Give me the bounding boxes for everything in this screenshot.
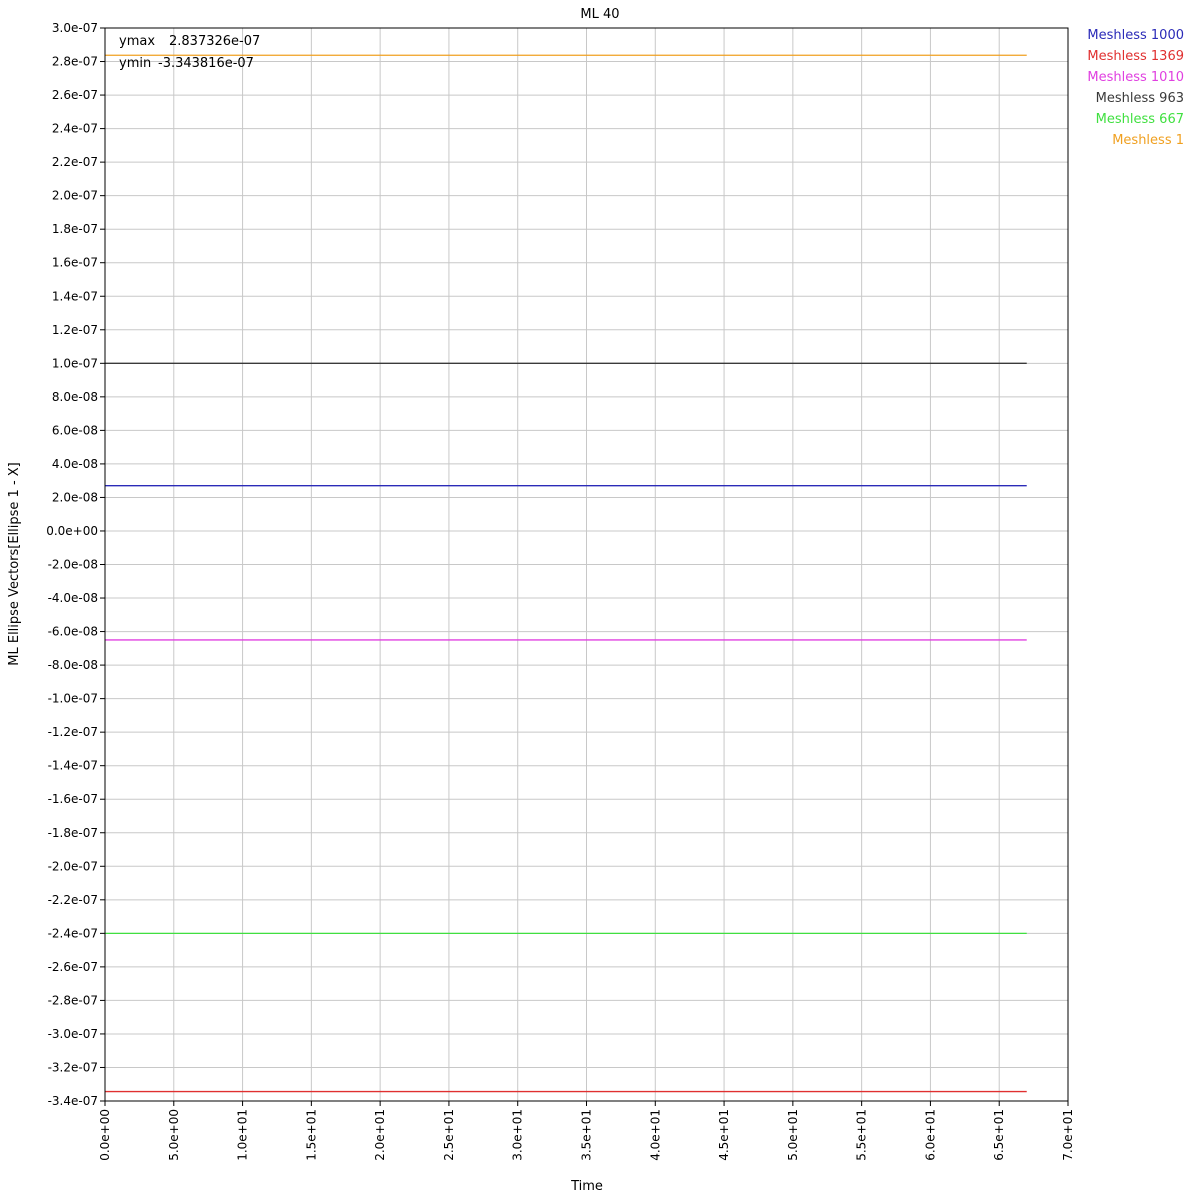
y-tick-label: -2.0e-07 [48, 859, 98, 873]
y-tick-label: 2.8e-07 [52, 55, 98, 69]
legend-entry: Meshless 1010 [1087, 70, 1184, 85]
grid [104, 27, 1069, 1102]
y-tick-label: 8.0e-08 [52, 390, 98, 404]
legend-entry: Meshless 1 [1112, 133, 1184, 148]
x-tick-label: 2.0e+01 [373, 1109, 387, 1161]
x-tick-label: 3.5e+01 [580, 1109, 594, 1161]
y-tick-label: 2.4e-07 [52, 122, 98, 136]
y-tick-label: 4.0e-08 [52, 457, 98, 471]
x-axis-ticks: 0.0e+00 5.0e+00 1.0e+01 1.5e+01 2.0e+01 2.5e+… [98, 1101, 1075, 1161]
y-tick-label: -6.0e-08 [48, 625, 98, 639]
y-tick-label: -2.2e-07 [48, 893, 98, 907]
y-tick-label: 1.2e-07 [52, 323, 98, 337]
y-tick-label: 0.0e+00 [46, 524, 98, 538]
x-tick-label: 1.0e+01 [236, 1109, 250, 1161]
y-axis-ticks: 3.0e-07 2.8e-07 2.6e-07 2.4e-07 2.2e-07 2.0e-… [46, 21, 105, 1108]
x-tick-label: 4.0e+01 [648, 1109, 662, 1161]
y-tick-label: -3.0e-07 [48, 1027, 98, 1041]
y-tick-label: 1.6e-07 [52, 256, 98, 270]
y-tick-label: -8.0e-08 [48, 658, 98, 672]
x-axis-label: Time [570, 1179, 603, 1194]
x-tick-label: 7.0e+01 [1061, 1109, 1075, 1161]
y-tick-label: -2.8e-07 [48, 993, 98, 1007]
y-tick-label: -3.2e-07 [48, 1060, 98, 1074]
legend-entry: Meshless 1000 [1087, 28, 1184, 43]
ymax-value: 2.837326e-07 [169, 34, 260, 49]
y-tick-label: 1.4e-07 [52, 289, 98, 303]
y-tick-label: 2.0e-08 [52, 490, 98, 504]
y-tick-label: -1.0e-07 [48, 692, 98, 706]
x-tick-label: 1.5e+01 [304, 1109, 318, 1161]
x-tick-label: 5.0e+01 [786, 1109, 800, 1161]
legend-entry: Meshless 667 [1096, 112, 1184, 127]
y-tick-label: -1.2e-07 [48, 725, 98, 739]
x-tick-label: 2.5e+01 [442, 1109, 456, 1161]
legend-entry: Meshless 1369 [1087, 49, 1184, 64]
y-tick-label: 3.0e-07 [52, 21, 98, 35]
ymin-label: ymin [119, 56, 151, 71]
x-tick-label: 5.5e+01 [855, 1109, 869, 1161]
x-tick-label: 5.0e+00 [167, 1109, 181, 1161]
y-tick-label: -1.6e-07 [48, 792, 98, 806]
y-axis-label: ML Ellipse Vectors[Ellipse 1 - X] [7, 462, 22, 665]
ymax-label: ymax [119, 34, 155, 49]
x-tick-label: 6.5e+01 [992, 1109, 1006, 1161]
y-tick-label: -3.4e-07 [48, 1094, 98, 1108]
y-tick-label: 1.8e-07 [52, 222, 98, 236]
series-lines [105, 54, 1027, 1093]
y-tick-label: 2.2e-07 [52, 155, 98, 169]
y-tick-label: -4.0e-08 [48, 591, 98, 605]
ymin-value: -3.343816e-07 [158, 56, 254, 71]
y-tick-label: 6.0e-08 [52, 423, 98, 437]
legend: Meshless 1000 Meshless 1369 Meshless 1010 M… [1087, 28, 1184, 148]
x-tick-label: 3.0e+01 [511, 1109, 525, 1161]
y-tick-label: 2.0e-07 [52, 189, 98, 203]
y-tick-label: -2.6e-07 [48, 960, 98, 974]
x-tick-label: 0.0e+00 [98, 1109, 112, 1161]
y-tick-label: 1.0e-07 [52, 356, 98, 370]
x-tick-label: 6.0e+01 [923, 1109, 937, 1161]
y-tick-label: -1.8e-07 [48, 826, 98, 840]
legend-entry: Meshless 963 [1096, 91, 1184, 106]
y-tick-label: -2.4e-07 [48, 926, 98, 940]
chart-title: ML 40 [580, 7, 619, 22]
x-tick-label: 4.5e+01 [717, 1109, 731, 1161]
y-tick-label: -1.4e-07 [48, 759, 98, 773]
y-tick-label: -2.0e-08 [48, 558, 98, 572]
y-tick-label: 2.6e-07 [52, 88, 98, 102]
